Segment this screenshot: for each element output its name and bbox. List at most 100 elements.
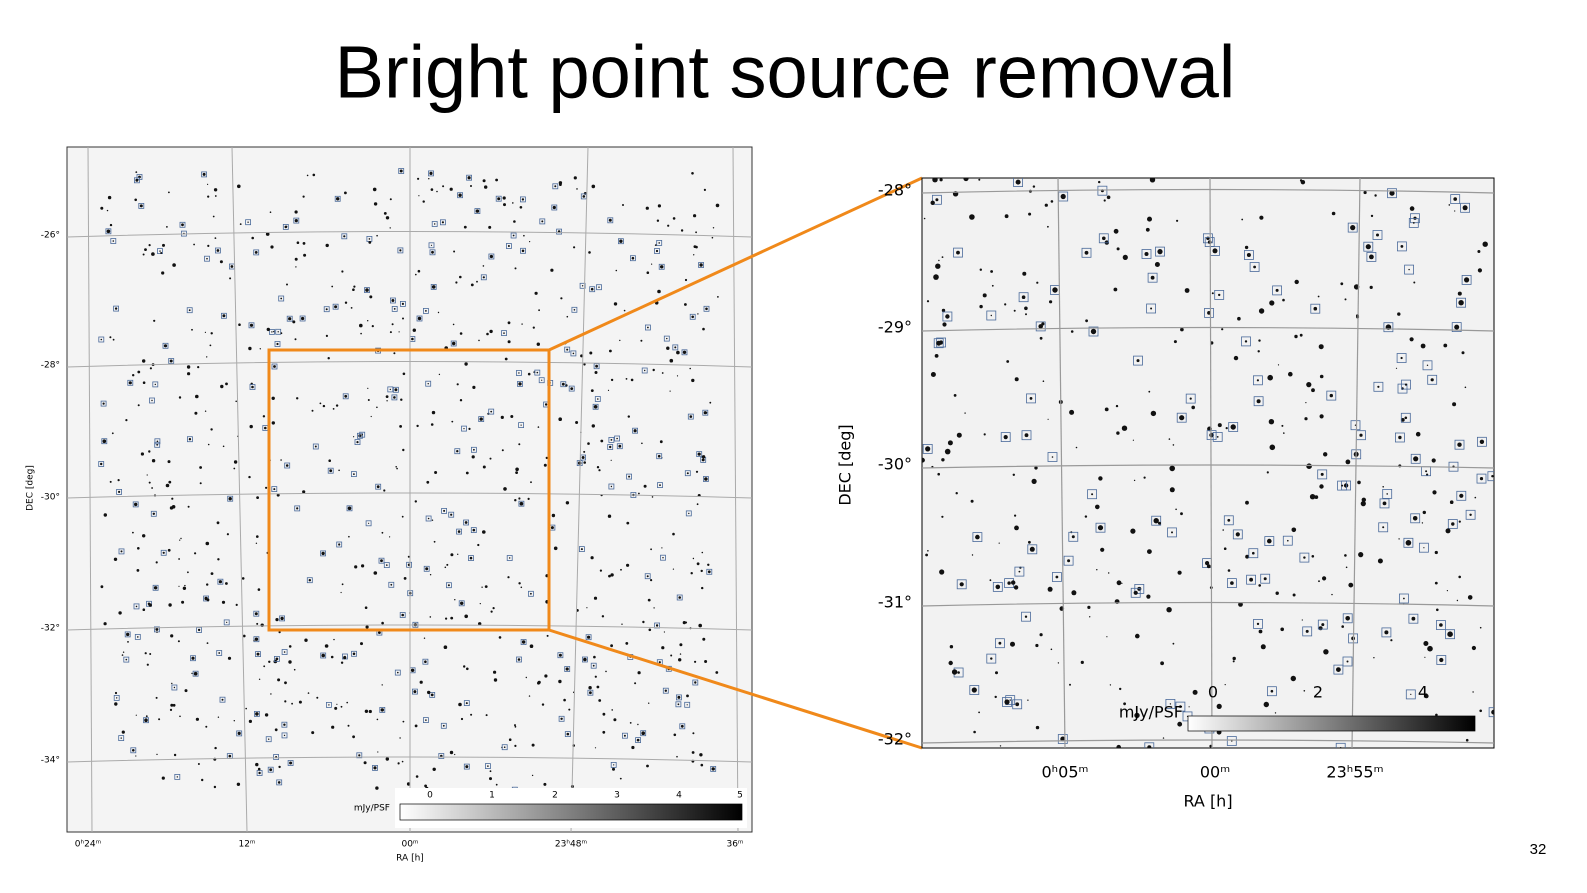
source (367, 387, 369, 389)
source (1309, 494, 1316, 500)
source (451, 420, 454, 423)
source (572, 352, 575, 355)
source (656, 453, 663, 460)
source (253, 711, 260, 717)
source (1116, 247, 1120, 251)
source (1382, 488, 1393, 499)
source (1303, 690, 1306, 692)
source (425, 719, 427, 721)
source (344, 301, 348, 304)
source (1130, 587, 1141, 598)
source (546, 634, 549, 637)
source (412, 328, 416, 332)
source (340, 705, 343, 708)
source (923, 217, 926, 220)
source (530, 592, 532, 595)
source (213, 188, 218, 192)
source (1116, 431, 1120, 435)
source (1269, 300, 1275, 306)
source (654, 248, 660, 254)
source (1108, 572, 1110, 574)
source (652, 368, 655, 372)
source (383, 562, 390, 568)
source (661, 547, 663, 549)
source (1275, 288, 1279, 292)
source (1024, 433, 1029, 438)
source (144, 248, 147, 252)
source (663, 335, 670, 342)
source (1233, 355, 1239, 361)
source (1050, 648, 1053, 651)
source (344, 394, 348, 398)
source (1294, 279, 1299, 285)
source (103, 622, 107, 626)
source (372, 187, 377, 192)
x-tick-label: 23ʰ55ᵐ (1326, 763, 1383, 782)
source (109, 223, 113, 227)
source (937, 472, 940, 476)
source (464, 521, 468, 524)
source (594, 371, 598, 374)
source (284, 681, 287, 685)
source (518, 497, 521, 500)
source (399, 737, 401, 739)
source (593, 655, 596, 659)
source (957, 671, 960, 674)
source (306, 174, 309, 177)
source (1024, 306, 1028, 311)
source (324, 644, 329, 648)
source (1244, 250, 1254, 260)
source (276, 779, 283, 786)
source (389, 331, 392, 334)
source (329, 469, 333, 473)
source (459, 399, 463, 402)
source (1246, 253, 1251, 257)
source (325, 243, 329, 248)
source (507, 245, 510, 247)
source (253, 639, 255, 642)
source (1476, 473, 1487, 484)
left-grid (66, 146, 753, 833)
source (1060, 193, 1066, 200)
source (158, 718, 161, 721)
source (170, 634, 174, 638)
source (430, 423, 434, 426)
source (331, 285, 334, 288)
source (588, 251, 591, 254)
source (1304, 417, 1308, 421)
source (539, 218, 546, 225)
source (1177, 721, 1183, 727)
source (450, 513, 453, 516)
source (580, 548, 583, 551)
source (341, 270, 344, 273)
source (365, 288, 369, 292)
source (1180, 327, 1184, 332)
colorbar-tick: 0 (427, 791, 433, 801)
source (406, 561, 413, 568)
y-tick-label: -26° (41, 231, 60, 241)
source (1169, 465, 1175, 472)
source (401, 515, 404, 518)
source (373, 766, 377, 770)
source (660, 265, 664, 269)
source (340, 591, 342, 594)
source (657, 482, 663, 489)
source (128, 381, 132, 385)
source (280, 459, 282, 461)
source (1472, 691, 1474, 693)
source (463, 225, 467, 229)
source (179, 221, 186, 228)
source (1259, 215, 1264, 220)
source (271, 363, 278, 370)
source (1275, 591, 1279, 595)
source (301, 316, 305, 321)
source (1363, 241, 1374, 252)
source (507, 340, 511, 344)
source (1404, 383, 1408, 386)
source (596, 685, 600, 689)
source (1436, 620, 1446, 630)
source (1464, 277, 1470, 283)
source (992, 582, 1003, 592)
source (342, 393, 349, 400)
source (1028, 540, 1031, 544)
